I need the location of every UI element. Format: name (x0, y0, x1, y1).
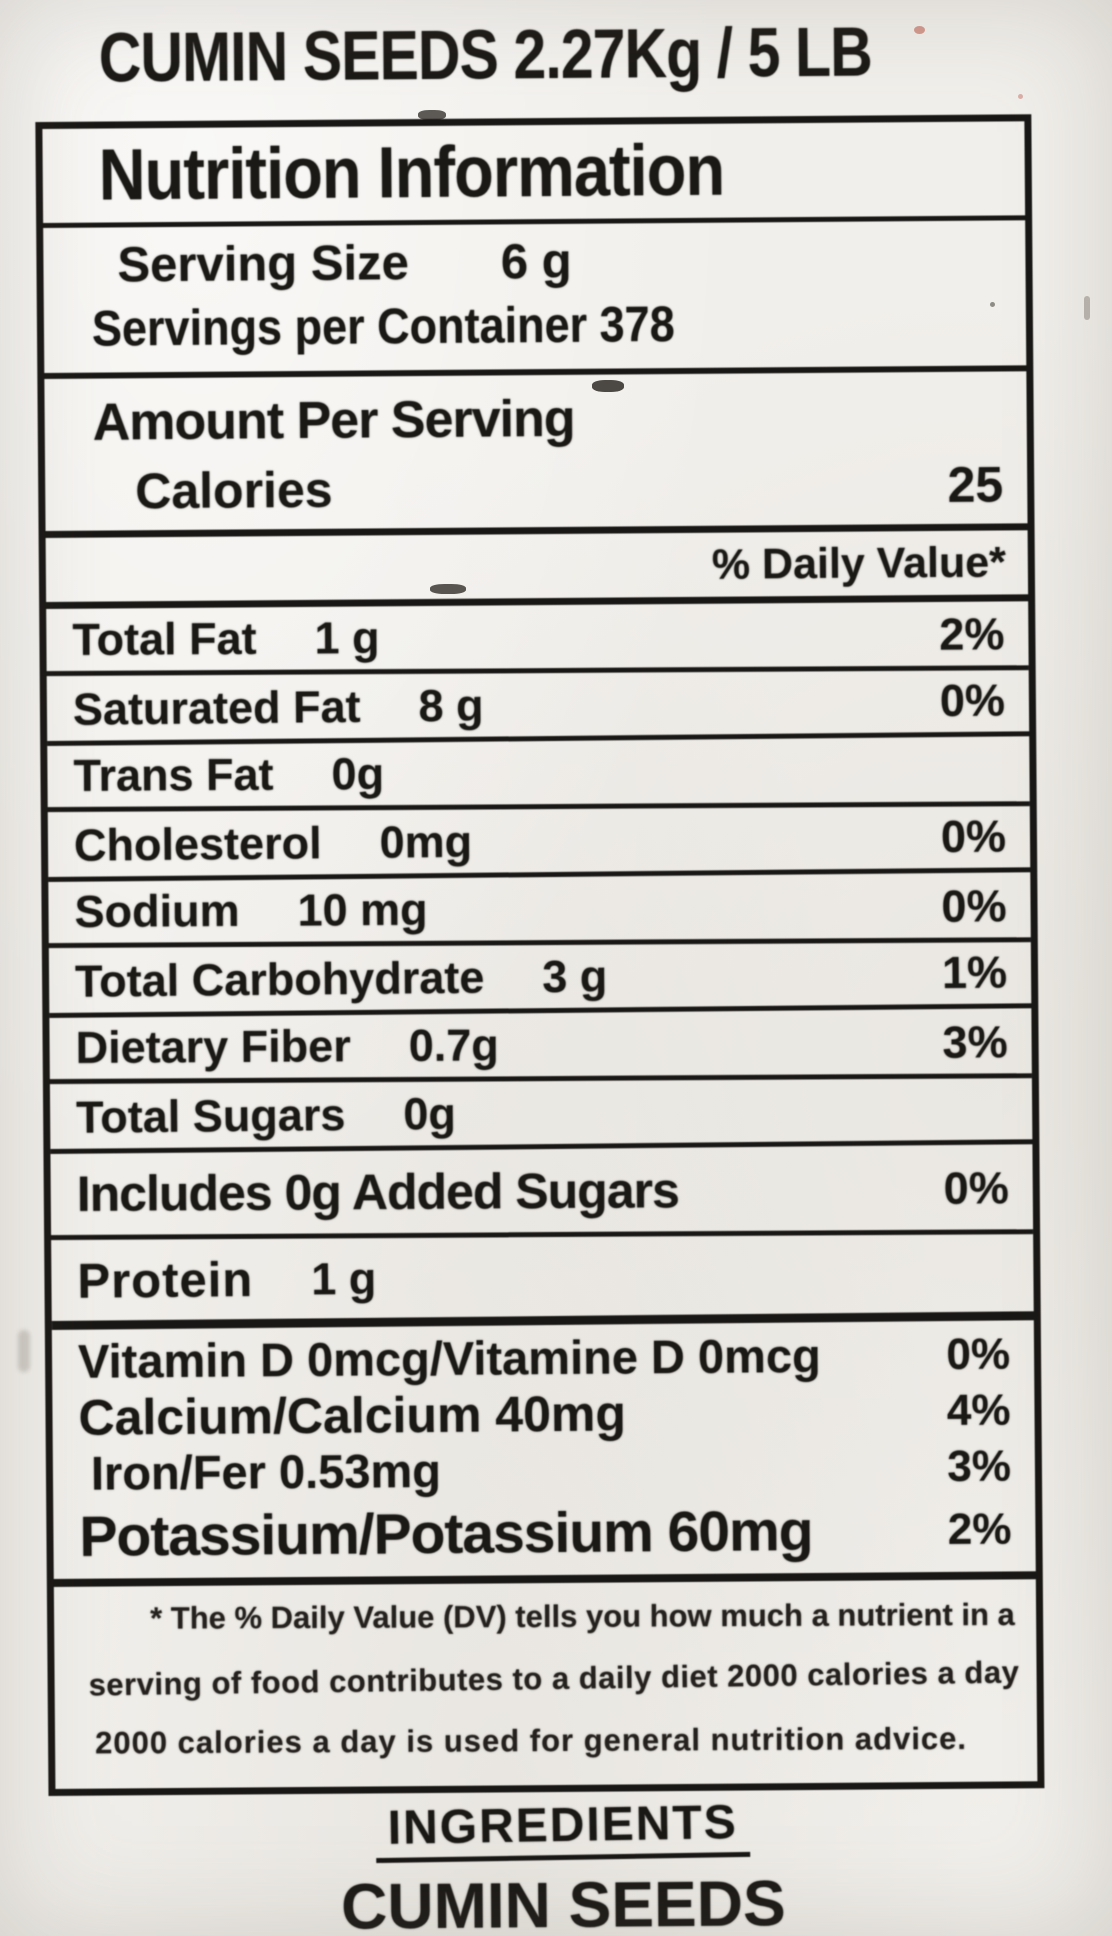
panel-header: Nutrition Information (42, 121, 1026, 229)
nutrient-name: Total Carbohydrate (74, 951, 485, 1007)
daily-value-header: % Daily Value* (711, 538, 1007, 589)
nutrient-amount: 0g (331, 747, 385, 799)
footnote-line: serving of food contributes to a daily d… (88, 1654, 1020, 1703)
nutrient-row: Total Fat 1 g 2% (46, 602, 1029, 677)
calories-value: 25 (947, 456, 1004, 514)
micronutrient-name: Vitamin D 0mcg/Vitamine D 0mcg (77, 1329, 821, 1389)
nutrient-name: Trans Fat (73, 748, 274, 801)
nutrient-row: Trans Fat 0g (47, 738, 1030, 813)
ingredients-heading: INGREDIENTS (375, 1794, 751, 1864)
nutrient-amount: 8 g (418, 679, 484, 731)
nutrient-amount: 1 g (310, 1252, 377, 1304)
nutrient-row: Cholesterol 0mg 0% (47, 804, 1031, 882)
nutrient-daily-value: 1% (941, 945, 1008, 998)
nutrient-amount: 0g (403, 1087, 457, 1139)
nutrient-name: Dietary Fiber (75, 1019, 351, 1073)
calories-label: Calories (135, 461, 333, 520)
nutrient-row: Sodium 10 mg 0% (48, 874, 1031, 949)
micronutrient-name: Calcium/Calcium 40mg (78, 1385, 627, 1446)
nutrient-name: Total Sugars (75, 1088, 346, 1143)
nutrient-name: Total Fat (72, 612, 257, 665)
footnote: * The % Daily Value (DV) tells you how m… (54, 1579, 1038, 1789)
footnote-line: 2000 calories a day is used for general … (94, 1720, 968, 1761)
panel-header-text: Nutrition Information (98, 130, 725, 216)
serving-size-label: Serving Size (117, 236, 410, 293)
footnote-line: * The % Daily Value (DV) tells you how m… (150, 1596, 1015, 1636)
nutrient-row: Includes 0g Added Sugars 0% (50, 1146, 1034, 1241)
nutrient-daily-value: 0% (941, 879, 1007, 932)
nutrient-daily-value: 3% (942, 1015, 1008, 1068)
nutrient-amount: 3 g (542, 949, 608, 1002)
serving-section: Serving Size 6 g Servings per Container 3… (43, 220, 1027, 380)
nutrient-rows: Total Fat 1 g 2% Saturated Fat 8 g 0% Trans Fa… (46, 601, 1034, 1330)
nutrient-row: Total Sugars 0g (49, 1076, 1033, 1154)
nutrient-amount: 10 mg (297, 883, 428, 936)
calories-row: Calories 25 (45, 455, 1027, 521)
servings-per-container-line: Servings per Container 378 (44, 292, 1026, 358)
nutrient-row: Total Carbohydrate 3 g 1% (48, 940, 1032, 1018)
nutrient-name: Protein (77, 1252, 254, 1309)
micronutrient-row: Iron/Fer 0.53mg 3% (53, 1439, 1035, 1501)
micronutrient-row: Calcium/Calcium 40mg 4% (52, 1381, 1034, 1447)
micronutrient-daily-value: 0% (946, 1329, 1011, 1379)
nutrition-facts-panel: Nutrition Information Serving Size 6 g Se… (35, 114, 1045, 1797)
nutrient-name: Cholesterol (73, 816, 322, 871)
nutrient-amount: 1 g (314, 611, 380, 663)
nutrient-amount: 0.7g (408, 1018, 499, 1071)
product-title-text: CUMIN SEEDS 2.27Kg / 5 LB (98, 12, 873, 97)
nutrient-daily-value: 0% (940, 809, 1007, 862)
micronutrient-name: Iron/Fer 0.53mg (90, 1444, 442, 1501)
amount-per-serving-label: Amount Per Serving (92, 390, 575, 452)
micronutrient-daily-value: 4% (946, 1385, 1011, 1435)
serving-size-line: Serving Size 6 g (43, 230, 1025, 294)
nutrient-row: Saturated Fat 8 g 0% (46, 668, 1030, 747)
nutrient-name: Sodium (74, 884, 240, 937)
servings-per-container-text: Servings per Container 378 (91, 296, 675, 357)
product-title: CUMIN SEEDS 2.27Kg / 5 LB (99, 10, 1020, 97)
ingredients-section: INGREDIENTS CUMIN SEEDS (7, 1794, 1112, 1936)
micronutrient-row: Vitamin D 0mcg/Vitamine D 0mcg 0% (52, 1327, 1034, 1389)
nutrient-daily-value: 0% (939, 673, 1006, 726)
micronutrient-daily-value: 2% (947, 1504, 1012, 1554)
nutrient-row: Dietary Fiber 0.7g 3% (49, 1010, 1032, 1085)
serving-size-value: 6 g (500, 234, 572, 290)
micronutrient-daily-value: 3% (947, 1441, 1012, 1491)
nutrient-daily-value: 2% (939, 607, 1005, 660)
micronutrient-row: Potassium/Potassium 60mg 2% (53, 1493, 1036, 1573)
nutrient-daily-value: 0% (943, 1161, 1009, 1214)
micronutrient-name: Potassium/Potassium 60mg (79, 1498, 813, 1569)
calories-section: Amount Per Serving Calories 25 (44, 371, 1028, 539)
nutrient-name: Includes 0g Added Sugars (76, 1161, 679, 1222)
ingredients-value: CUMIN SEEDS (340, 1867, 786, 1936)
nutrient-name: Saturated Fat (72, 680, 361, 735)
nutrient-amount: 0mg (379, 815, 473, 868)
micronutrient-rows: Vitamin D 0mcg/Vitamine D 0mcg 0% Calcium/… (51, 1321, 1036, 1587)
daily-value-header-row: % Daily Value* (45, 530, 1029, 609)
nutrient-row: Protein 1 g (51, 1232, 1034, 1330)
